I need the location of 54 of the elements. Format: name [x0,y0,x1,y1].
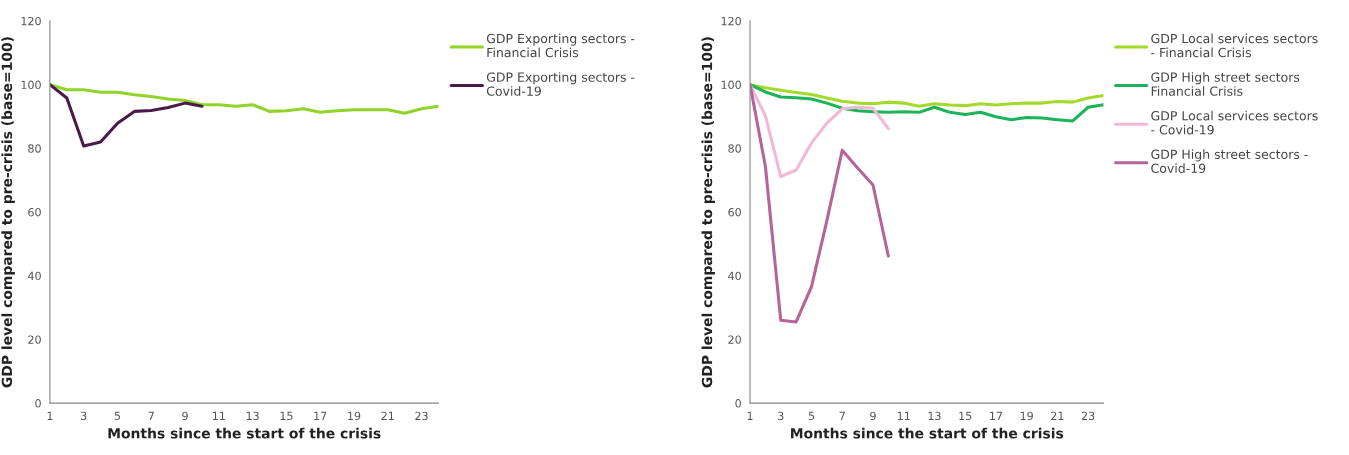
y-tick-label: 40 [27,271,41,281]
y-tick-label: 60 [28,208,41,217]
x-tick-label: 9 [182,411,188,421]
x-tick-label: 13 [246,411,259,421]
x-tick-label: 5 [808,411,815,421]
y-tick-label: 100 [721,80,741,90]
y-tick-label: 120 [721,16,741,26]
x-axis-title: Months since the start of the crisis [108,427,381,439]
x-tick-label: 1 [47,411,53,420]
legend-label: GDP Local services sectors - Financial Crisis [1151,33,1318,58]
y-tick-label: 80 [28,144,41,153]
legend-label: GDP High street sectors - Covid-19 [1151,149,1308,174]
x-tick-label: 3 [778,411,784,421]
x-tick-label: 7 [839,411,845,420]
line-series [750,83,890,179]
x-tick-label: 9 [870,411,876,421]
y-axis-title: GDP level compared to pre-crisis (base=100) [701,37,715,388]
y-tick-label: 100 [21,80,41,90]
legend-label: GDP Exporting sectors - Covid-19 [486,72,635,96]
x-tick-label: 17 [314,411,327,420]
x-tick-label: 7 [148,411,154,420]
x-tick-label: 23 [415,411,428,421]
y-tick-label: 20 [28,335,41,344]
y-axis-title: GDP level compared to pre-crisis (base=100) [1,37,15,388]
x-tick-label: 21 [381,411,394,420]
x-tick-label: 23 [1081,411,1095,421]
line-series [750,83,890,324]
x-tick-label: 5 [114,411,121,421]
x-tick-label: 19 [348,411,361,421]
x-tick-label: 11 [897,411,910,420]
line-series [750,83,1104,108]
x-tick-label: 3 [81,411,87,421]
x-tick-label: 17 [990,411,1003,420]
line-series [49,83,204,148]
x-tick-label: 13 [928,411,941,421]
y-tick-label: 60 [728,208,741,217]
y-tick-label: 20 [728,335,741,344]
y-tick-label: 120 [21,16,41,26]
legend-label: GDP Exporting sectors - Financial Crisis [486,33,635,58]
x-tick-label: 15 [959,411,972,421]
legend-label: GDP Local services sectors - Covid-19 [1151,110,1318,135]
x-tick-label: 15 [280,411,293,421]
line-series [49,83,439,115]
x-tick-label: 19 [1020,411,1033,421]
x-tick-label: 11 [212,411,225,420]
y-tick-label: 0 [35,399,41,408]
line-series [750,83,1104,123]
x-tick-label: 1 [747,411,753,420]
x-tick-label: 21 [1051,411,1064,420]
y-tick-label: 0 [735,399,741,408]
x-axis-title: Months since the start of the crisis [791,427,1064,439]
y-tick-label: 80 [728,144,741,153]
y-tick-label: 40 [728,271,741,281]
legend-label: GDP High street sectors Financial Crisis [1151,72,1300,96]
